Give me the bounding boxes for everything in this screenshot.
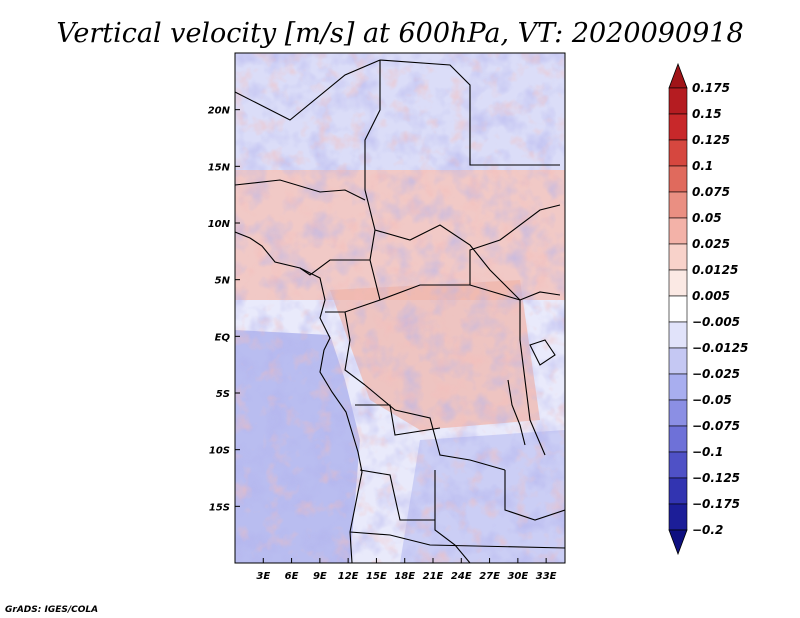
x-tick-label: 12E xyxy=(338,571,359,582)
colorbar-label: 0.025 xyxy=(692,237,730,251)
colorbar-label: 0.05 xyxy=(692,211,722,225)
border-5 xyxy=(299,259,370,276)
border-9 xyxy=(344,311,366,386)
colorbar-segment xyxy=(668,191,688,219)
colorbar-label: −0.175 xyxy=(692,497,740,511)
colorbar-segment xyxy=(668,425,688,453)
colorbar-segment xyxy=(668,113,688,141)
border-17 xyxy=(469,204,561,285)
border-4 xyxy=(235,179,366,201)
colorbar-label: 0.175 xyxy=(692,81,730,95)
colorbar-segment xyxy=(668,269,688,297)
colorbar-segment xyxy=(668,373,688,401)
colorbar-label: 0.125 xyxy=(692,133,730,147)
x-tick-label: 18E xyxy=(394,571,415,582)
lake-victoria xyxy=(529,339,556,366)
x-tick-label: 24E xyxy=(451,571,472,582)
colorbar-segment xyxy=(668,139,688,167)
border-7 xyxy=(325,259,381,313)
x-tick-label: 15E xyxy=(366,571,387,582)
colorbar-segment xyxy=(668,165,688,193)
colorbar-segment xyxy=(668,87,688,115)
colorbar-segment xyxy=(668,295,688,323)
x-tick-label: 3E xyxy=(256,571,270,582)
axis-ticks: 3E 6E 9E 12E 15E 18E 21E 24E 27E 30E 33E 20N 15N 10N 5… xyxy=(208,106,557,582)
x-tick-label: 21E xyxy=(423,571,444,582)
y-tick-label: 5N xyxy=(215,276,231,287)
lake-tanganyika xyxy=(507,379,526,446)
y-tick-label: 20N xyxy=(208,106,231,117)
border-12 xyxy=(355,404,441,436)
colorbar-segment xyxy=(668,503,688,531)
y-tick-label: 10S xyxy=(209,446,230,457)
border-6 xyxy=(374,224,561,301)
colorbar-label: 0.1 xyxy=(692,159,713,173)
y-tick-label: 15N xyxy=(208,162,231,173)
border-3 xyxy=(364,60,381,261)
y-tick-label: EQ xyxy=(215,332,231,343)
colorbar-label: 0.15 xyxy=(692,107,722,121)
colorbar-label: 0.0125 xyxy=(692,263,738,277)
colorbar-label: −0.005 xyxy=(692,315,740,329)
x-tick-label: 33E xyxy=(536,571,557,582)
x-tick-label: 27E xyxy=(479,571,500,582)
colorbar: 0.175 0.15 0.125 0.1 0.075 0.05 0.025 0.0125 0.0… xyxy=(668,62,748,556)
colorbar-top-arrow xyxy=(668,62,688,89)
border-15 xyxy=(504,470,565,521)
colorbar-label: −0.075 xyxy=(692,419,740,433)
colorbar-segment xyxy=(668,243,688,271)
colorbar-segment xyxy=(668,347,688,375)
coastline-west xyxy=(235,231,363,563)
x-tick-label: 9E xyxy=(313,571,327,582)
colorbar-segment xyxy=(668,451,688,479)
colorbar-label: −0.125 xyxy=(692,471,740,485)
chart-title: Vertical velocity [m/s] at 600hPa, VT: 2… xyxy=(56,18,743,49)
colorbar-label: −0.025 xyxy=(692,367,740,381)
border-8 xyxy=(379,284,521,301)
y-tick-label: 15S xyxy=(209,502,230,513)
credit-label: GrADS: IGES/COLA xyxy=(5,605,98,615)
x-tick-label: 30E xyxy=(507,571,528,582)
colorbar-label: −0.05 xyxy=(692,393,732,407)
border-13 xyxy=(359,469,435,521)
colorbar-bottom-arrow xyxy=(668,529,688,556)
border-2 xyxy=(379,59,560,166)
colorbar-label: −0.2 xyxy=(692,523,723,537)
x-tick-label: 6E xyxy=(285,571,299,582)
border-11 xyxy=(519,300,546,456)
map-area xyxy=(235,53,565,563)
colorbar-segment xyxy=(668,321,688,349)
colorbar-label: 0.075 xyxy=(692,185,730,199)
plot-frame xyxy=(234,52,566,564)
border-16 xyxy=(349,531,565,549)
borders xyxy=(235,59,565,563)
border-1 xyxy=(235,59,381,121)
colorbar-label: −0.1 xyxy=(692,445,723,459)
colorbar-label: −0.0125 xyxy=(692,341,748,355)
colorbar-segment xyxy=(668,217,688,245)
y-tick-label: 10N xyxy=(208,219,231,230)
colorbar-segment xyxy=(668,477,688,505)
colorbar-label: 0.005 xyxy=(692,289,730,303)
colorbar-segment xyxy=(668,399,688,427)
border-14 xyxy=(434,470,471,563)
y-tick-label: 5S xyxy=(216,389,230,400)
